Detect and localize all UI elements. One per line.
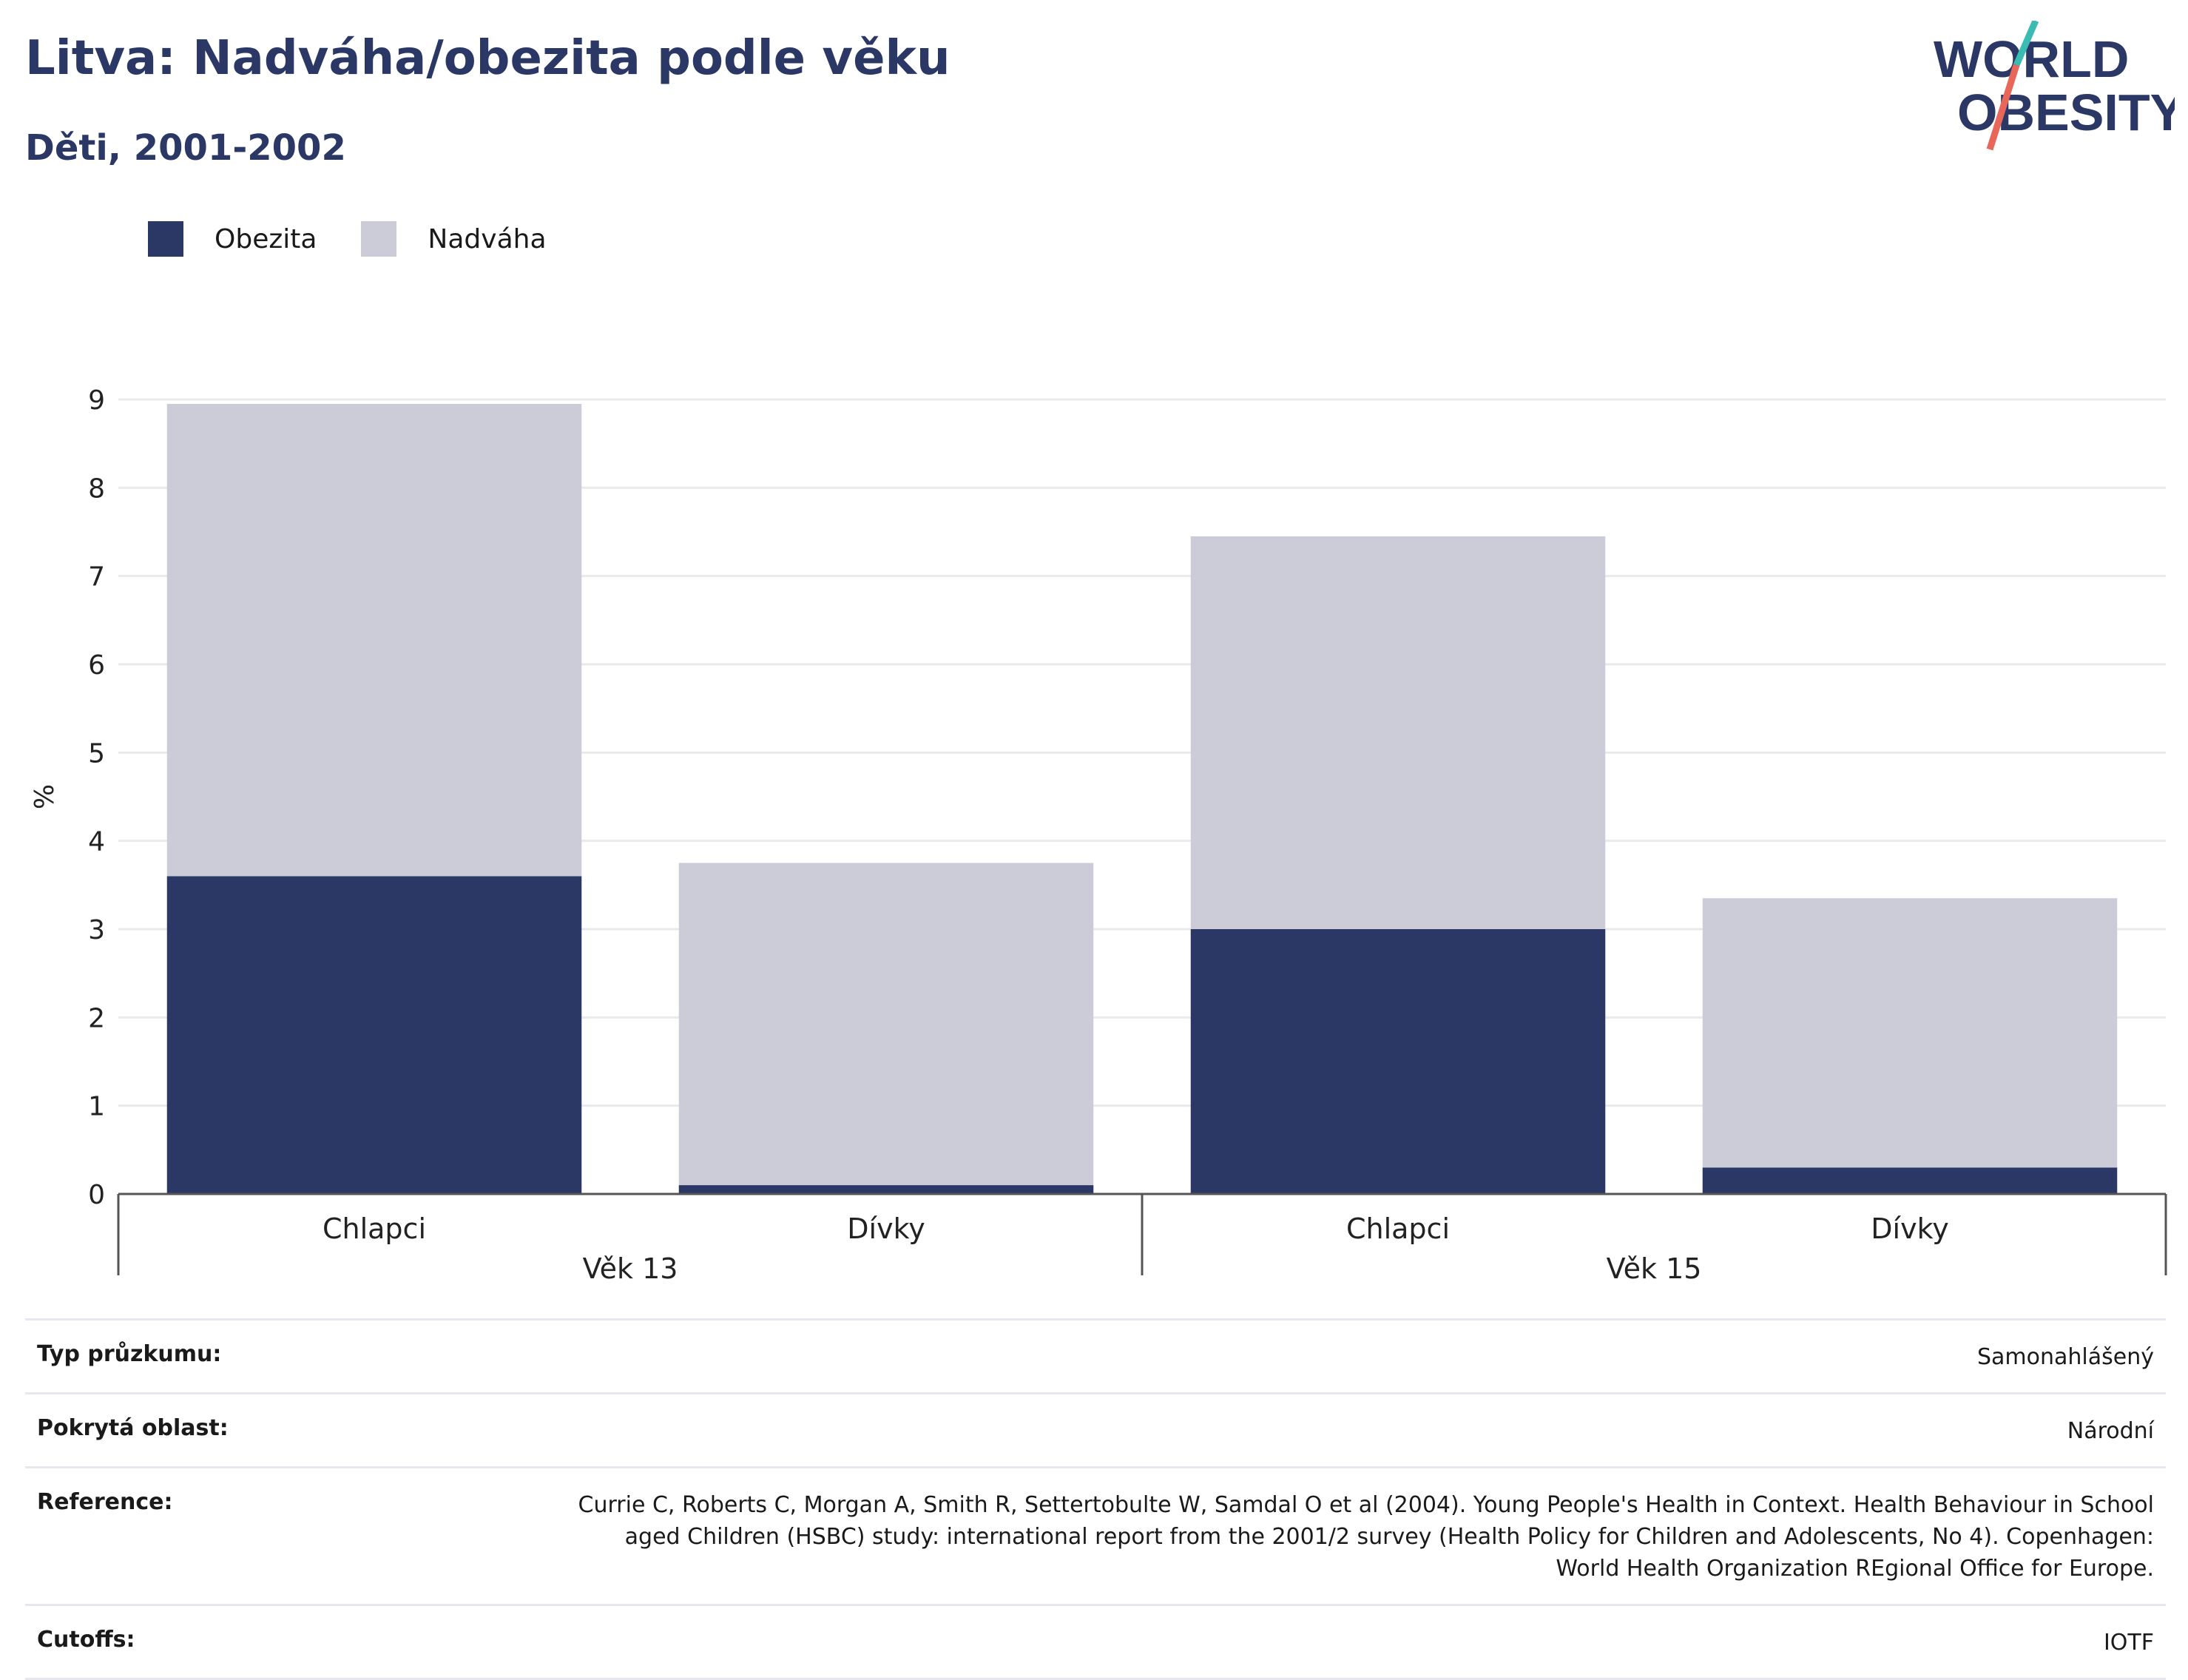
- legend-label-overweight: Nadváha: [428, 223, 547, 254]
- info-value: Samonahlášený: [1977, 1344, 2154, 1370]
- bar-segment: [1702, 898, 2118, 1168]
- y-tick-label: 5: [88, 738, 105, 769]
- info-row-cutoffs: Cutoffs: IOTF: [25, 1604, 2166, 1680]
- bar-segment: [1190, 536, 1606, 929]
- info-value: Národní: [2067, 1418, 2154, 1444]
- info-key: Pokrytá oblast:: [37, 1415, 229, 1441]
- legend: Obezita Nadváha: [148, 220, 591, 257]
- page-subtitle: Děti, 2001-2002: [25, 127, 346, 169]
- group-label: Věk 15: [1607, 1252, 1702, 1285]
- info-value: Currie C, Roberts C, Morgan A, Smith R, …: [578, 1492, 2154, 1582]
- legend-item-overweight[interactable]: Nadváha: [361, 221, 547, 257]
- page-title: Litva: Nadváha/obezita podle věku: [25, 31, 951, 86]
- info-value: IOTF: [2103, 1630, 2154, 1656]
- y-tick-label: 8: [88, 473, 105, 504]
- legend-item-obesity[interactable]: Obezita: [148, 221, 317, 257]
- x-tick-label: Chlapci: [323, 1212, 426, 1245]
- y-tick-label: 2: [88, 1003, 105, 1033]
- legend-label-obesity: Obezita: [215, 223, 317, 254]
- info-key: Reference:: [37, 1489, 173, 1515]
- bar-segment: [678, 1185, 1094, 1194]
- info-row-reference: Reference: Currie C, Roberts C, Morgan A…: [25, 1466, 2166, 1604]
- logo-coral-stroke: [1986, 64, 2020, 151]
- y-tick-label: 1: [88, 1092, 105, 1122]
- y-tick-label: 4: [88, 827, 105, 857]
- y-tick-label: 7: [88, 562, 105, 593]
- legend-swatch-overweight: [361, 221, 397, 257]
- y-tick-label: 6: [88, 650, 105, 681]
- bar-chart: 0 1 2 3 4 5 6 7 8 9% Chlapci Dívky Chlapci Dívky Věk 1…: [30, 385, 2167, 1285]
- x-tick-label: Chlapci: [1346, 1212, 1450, 1245]
- world-obesity-logo: WORLD OBESITY: [1934, 21, 2175, 151]
- y-tick-label: 9: [88, 385, 105, 416]
- logo-teal-stroke: [2013, 21, 2039, 67]
- bar-segment: [166, 876, 582, 1194]
- group-label: Věk 13: [583, 1252, 678, 1285]
- bar-segment: [678, 863, 1094, 1186]
- y-tick-label: 3: [88, 915, 105, 945]
- y-axis-label: %: [30, 784, 60, 809]
- logo-line1: WORLD: [1934, 30, 2129, 88]
- info-key: Cutoffs:: [37, 1627, 135, 1653]
- info-row-coverage: Pokrytá oblast: Národní: [25, 1392, 2166, 1466]
- y-tick-label: 0: [88, 1180, 105, 1210]
- info-table: Typ průzkumu: Samonahlášený Pokrytá obla…: [25, 1318, 2166, 1680]
- info-key: Typ průzkumu:: [37, 1341, 222, 1367]
- x-tick-label: Dívky: [1871, 1212, 1948, 1245]
- legend-swatch-obesity: [148, 221, 183, 257]
- x-tick-label: Dívky: [847, 1212, 925, 1245]
- bar-segment: [166, 403, 582, 877]
- bar-segment: [1190, 929, 1606, 1194]
- info-row-survey-type: Typ průzkumu: Samonahlášený: [25, 1318, 2166, 1392]
- bar-segment: [1702, 1167, 2118, 1194]
